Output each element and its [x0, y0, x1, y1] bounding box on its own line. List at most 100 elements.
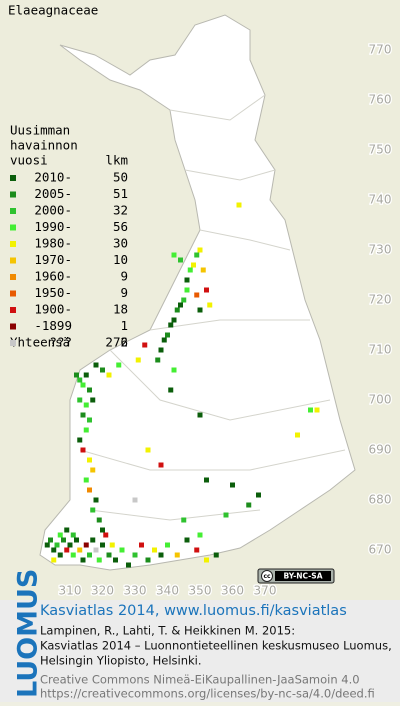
legend-swatch [10, 290, 16, 297]
occurrence-cell [93, 497, 99, 503]
occurrence-cell [80, 557, 86, 563]
y-axis-label: 700 [369, 393, 392, 407]
legend-swatch [10, 323, 16, 330]
occurrence-cell [119, 547, 125, 553]
occurrence-cell [57, 552, 63, 558]
occurrence-cell [165, 332, 170, 338]
occurrence-cell [93, 362, 99, 368]
x-axis-label: 340 [156, 584, 179, 598]
y-axis-label: 710 [369, 343, 392, 357]
citation: Kasviatlas 2014 – Luonnontieteellinen ke… [40, 639, 392, 653]
x-axis-label: 360 [221, 584, 244, 598]
legend-label: 1900- [34, 302, 72, 317]
y-axis-label: 740 [369, 193, 392, 207]
occurrence-cell [67, 542, 73, 548]
occurrence-cell [83, 372, 89, 378]
occurrence-cell [139, 542, 144, 548]
occurrence-cell [197, 532, 203, 538]
occurrence-cell [171, 317, 177, 323]
legend-swatch [10, 175, 16, 181]
occurrence-cell [194, 292, 200, 298]
occurrence-cell [87, 552, 92, 558]
occurrence-cell [194, 547, 200, 553]
legend-swatch [10, 191, 16, 198]
occurrence-cell [236, 202, 242, 208]
occurrence-cell [106, 372, 112, 378]
region-borders [79, 94, 346, 521]
x-axis-label: 310 [59, 584, 82, 598]
occurrence-cell [181, 297, 187, 303]
occurrence-cell [171, 367, 177, 373]
x-axis-label: 370 [254, 584, 277, 598]
occurrence-cell [51, 547, 57, 553]
occurrence-cell [165, 542, 170, 548]
occurrence-cell [184, 287, 190, 293]
occurrence-cell [152, 547, 157, 553]
occurrence-cell [87, 417, 92, 423]
license[interactable]: https://creativecommons.org/licenses/by-… [40, 687, 375, 701]
occurrence-cell [197, 247, 203, 253]
occurrence-cell [204, 287, 209, 293]
brand: LUOMUS [13, 569, 44, 698]
occurrence-cell [70, 552, 76, 558]
occurrence-cell [74, 537, 79, 543]
occurrence-cell [132, 552, 138, 558]
legend-label: 2010- [34, 170, 72, 185]
occurrence-cell [100, 367, 105, 373]
legend-label: 2000- [34, 203, 72, 218]
occurrence-cell [168, 387, 174, 393]
legend-count: 6 [120, 335, 128, 350]
citation: Lampinen, R., Lahti, T. & Heikkinen M. 2… [40, 624, 295, 638]
legend-label: ??? [49, 335, 72, 350]
footer-link[interactable]: Kasviatlas 2014, www.luomus.fi/kasviatla… [40, 603, 347, 619]
occurrence-cell [61, 537, 66, 543]
legend-swatch [10, 307, 16, 313]
occurrence-cell [158, 552, 164, 558]
occurrence-cell [116, 362, 122, 368]
occurrence-cell [87, 457, 92, 463]
legend-label: 1950- [34, 285, 72, 300]
occurrence-cell [106, 552, 112, 558]
occurrence-cell [87, 487, 92, 493]
legend-count: 10 [113, 252, 128, 267]
y-axis-label: 730 [369, 243, 392, 257]
legend-col-year: vuosi [10, 153, 48, 168]
occurrence-cell [64, 547, 70, 553]
occurrence-cell [70, 532, 76, 538]
legend-count: 18 [113, 302, 128, 317]
legend-swatch [10, 241, 16, 247]
occurrence-cell [48, 537, 53, 543]
occurrence-cell [51, 557, 57, 563]
occurrence-cell [96, 517, 102, 523]
occurrence-cell [83, 477, 89, 483]
legend-label: 1980- [34, 236, 72, 251]
occurrence-cell [161, 337, 167, 343]
legend-count: 30 [113, 236, 128, 251]
occurrence-cell [90, 537, 96, 543]
legend-count: 51 [113, 186, 128, 201]
occurrence-cell [197, 307, 203, 313]
occurrence-cell [295, 432, 300, 438]
occurrence-cell [80, 382, 86, 388]
legend-label: 1960- [34, 269, 72, 284]
y-axis-label: 720 [369, 293, 392, 307]
legend-swatch [10, 274, 16, 280]
legend-count: 1 [120, 318, 128, 333]
occurrence-cell [223, 512, 229, 518]
occurrence-cell [90, 467, 96, 473]
occurrence-cell [83, 402, 89, 408]
occurrence-cell [90, 507, 96, 513]
occurrence-cell [178, 302, 183, 308]
footer-background [0, 600, 400, 702]
occurrence-cell [174, 552, 180, 558]
legend-count: 9 [120, 269, 128, 284]
occurrence-cell [155, 357, 161, 363]
y-axis-label: 750 [369, 143, 392, 157]
occurrence-cell [132, 497, 138, 503]
legend-col-count: lkm [105, 153, 128, 168]
occurrence-cell [77, 547, 83, 553]
legend-count: 56 [113, 219, 128, 234]
occurrence-cell [93, 547, 99, 553]
legend-label: -1899 [34, 318, 72, 333]
legend-heading: Uusimman [10, 123, 70, 138]
